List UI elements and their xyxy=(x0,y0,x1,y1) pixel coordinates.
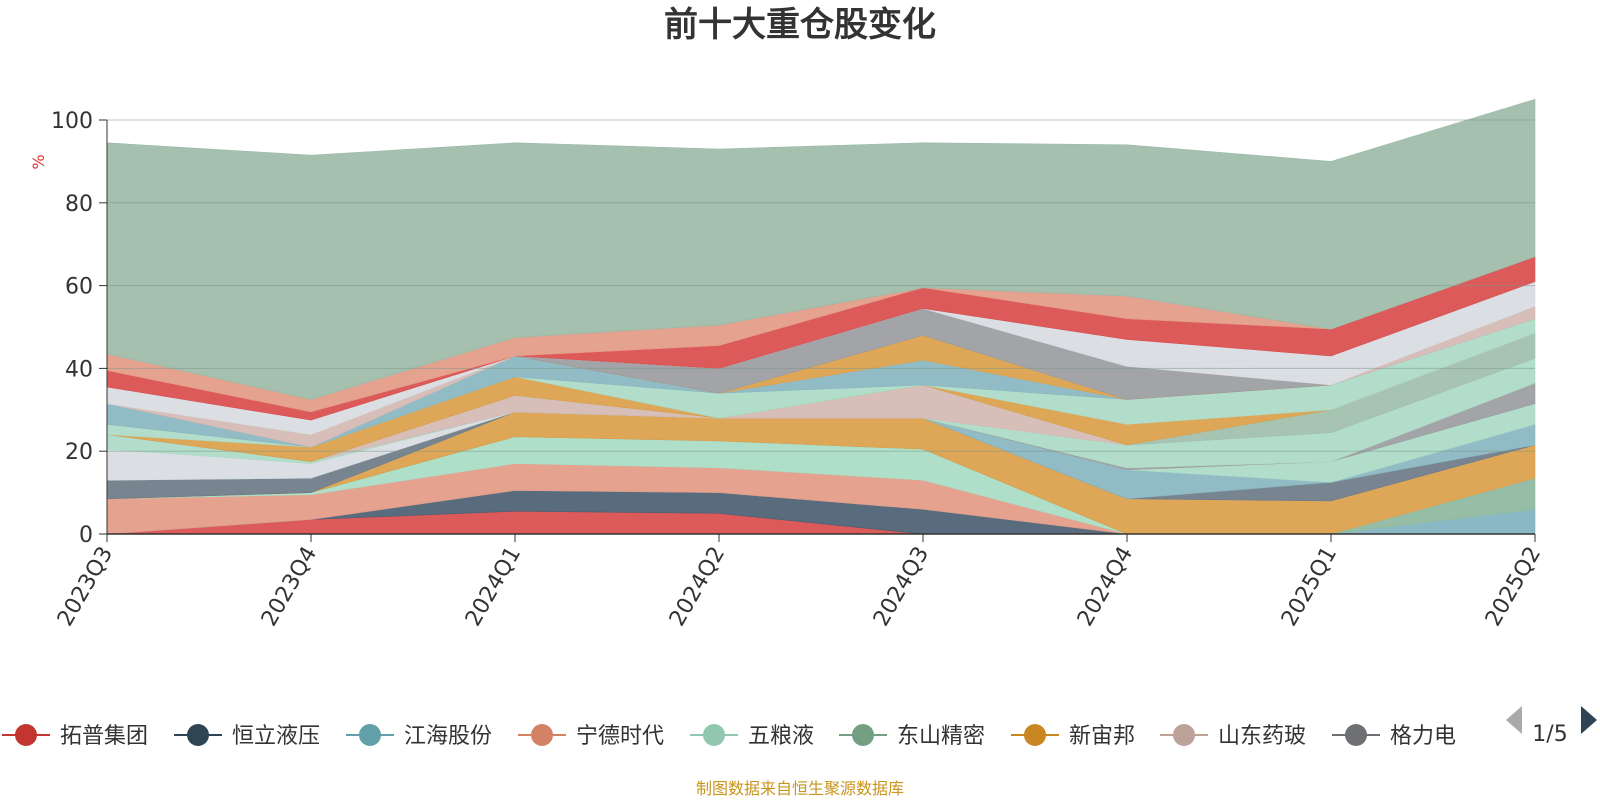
x-tick-label-2024Q4: 2024Q4 xyxy=(1073,543,1138,631)
y-tick-label-60: 60 xyxy=(65,275,93,300)
legend-dot-marker xyxy=(852,724,874,746)
x-tick-label-2023Q4: 2023Q4 xyxy=(257,543,322,631)
y-tick-label-20: 20 xyxy=(65,440,93,465)
legend-dot-marker xyxy=(15,724,37,746)
legend-pager: 1/5 xyxy=(1506,706,1597,747)
y-tick-label-0: 0 xyxy=(79,523,93,548)
x-tick-label-2025Q1: 2025Q1 xyxy=(1277,543,1342,631)
legend-dot-marker xyxy=(187,724,209,746)
legend-label-0: 拓普集团 xyxy=(60,724,148,749)
legend-page-indicator: 1/5 xyxy=(1532,722,1567,747)
legend-item-6[interactable]: 新宙邦 xyxy=(1011,724,1135,749)
legend-item-7[interactable]: 山东药玻 xyxy=(1160,724,1306,749)
y-tick-label-80: 80 xyxy=(65,192,93,217)
legend-label-5: 东山精密 xyxy=(897,724,985,749)
legend-item-3[interactable]: 宁德时代 xyxy=(518,724,664,749)
legend-dot-marker xyxy=(359,724,381,746)
legend: 拓普集团 恒立液压 江海股份 宁德时代 五粮液 东山精密 新宙邦 山东药玻 格力电 xyxy=(2,724,1456,749)
legend-dot-marker xyxy=(1173,724,1195,746)
y-tick-label-40: 40 xyxy=(65,357,93,382)
legend-dot-marker xyxy=(703,724,725,746)
x-tick-label-2024Q2: 2024Q2 xyxy=(665,543,730,631)
legend-item-1[interactable]: 恒立液压 xyxy=(174,724,320,749)
legend-item-0[interactable]: 拓普集团 xyxy=(2,724,148,749)
y-axis: 0 20 40 60 80 100 xyxy=(51,109,108,548)
chart-title: 前十大重仓股变化 xyxy=(664,5,936,45)
x-tick-label-2024Q3: 2024Q3 xyxy=(869,543,934,631)
legend-item-4[interactable]: 五粮液 xyxy=(690,724,814,749)
x-tick-label-2024Q1: 2024Q1 xyxy=(461,543,526,631)
x-tick-label-2025Q2: 2025Q2 xyxy=(1481,543,1546,631)
area-series xyxy=(106,98,1536,535)
legend-item-8[interactable]: 格力电 xyxy=(1332,724,1456,749)
legend-dot-marker xyxy=(531,724,553,746)
next-page-icon[interactable] xyxy=(1581,706,1597,734)
legend-label-3: 宁德时代 xyxy=(576,724,664,749)
data-source-note: 制图数据来自恒生聚源数据库 xyxy=(696,779,904,798)
y-tick-label-100: 100 xyxy=(51,109,93,134)
legend-label-1: 恒立液压 xyxy=(232,724,320,749)
legend-label-4: 五粮液 xyxy=(748,724,814,749)
y-axis-unit: % xyxy=(29,154,48,169)
area-series-27 xyxy=(106,98,1536,400)
legend-label-6: 新宙邦 xyxy=(1069,724,1135,749)
legend-label-7: 山东药玻 xyxy=(1218,724,1306,749)
legend-item-2[interactable]: 江海股份 xyxy=(346,724,492,749)
prev-page-icon[interactable] xyxy=(1506,706,1522,734)
legend-label-8: 格力电 xyxy=(1390,724,1456,749)
legend-item-5[interactable]: 东山精密 xyxy=(839,724,985,749)
legend-dot-marker xyxy=(1024,724,1046,746)
legend-dot-marker xyxy=(1345,724,1367,746)
legend-label-2: 江海股份 xyxy=(404,724,492,749)
x-axis: 2023Q3 2023Q4 2024Q1 2024Q2 2024Q3 2024Q4 2025… xyxy=(53,533,1546,631)
x-tick-label-2023Q3: 2023Q3 xyxy=(53,543,118,631)
